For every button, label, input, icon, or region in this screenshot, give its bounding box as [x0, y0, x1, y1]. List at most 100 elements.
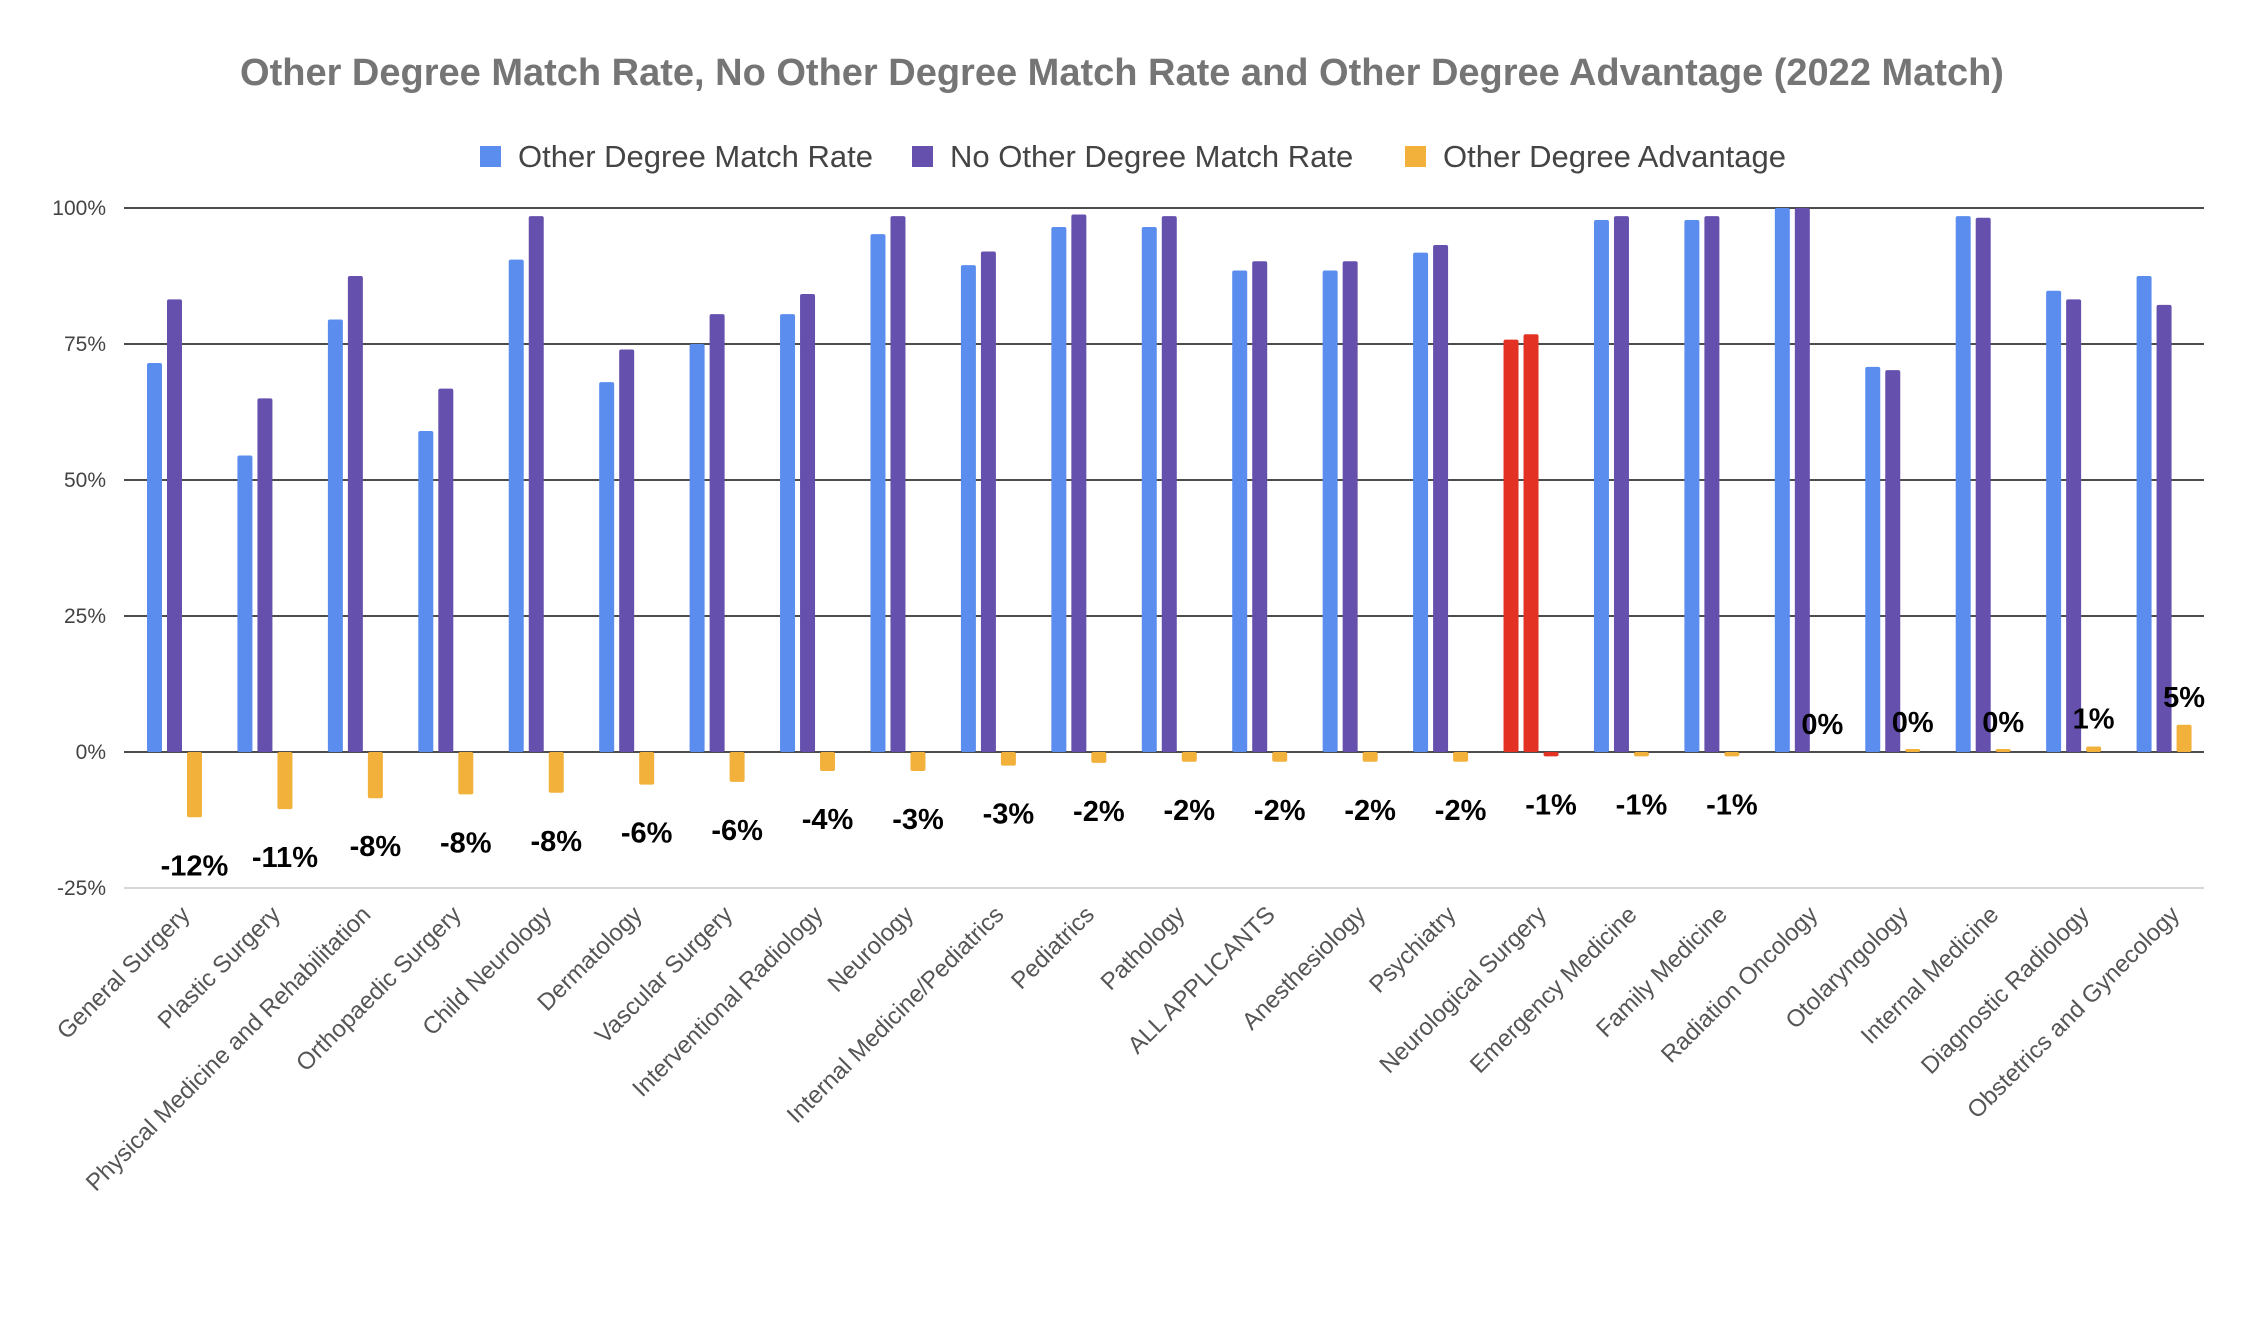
bar: [639, 752, 655, 785]
bar: [800, 293, 816, 752]
bar: [689, 344, 705, 752]
y-tick-label: 75%: [64, 333, 106, 356]
bar: [820, 752, 836, 772]
bar: [1272, 752, 1288, 762]
data-label: 0%: [1892, 707, 1934, 739]
data-label: -2%: [1073, 796, 1125, 828]
y-tick-label: 25%: [64, 605, 106, 628]
bar: [599, 382, 615, 752]
data-label: -1%: [1525, 789, 1577, 821]
y-tick-label: 50%: [64, 469, 106, 492]
category-label: Diagnostic Radiology: [1916, 901, 2095, 1080]
legend-swatch: [1405, 146, 1426, 167]
bar: [2156, 304, 2172, 752]
bar: [2046, 290, 2062, 752]
category-label: Orthopaedic Surgery: [291, 901, 467, 1077]
bar: [960, 265, 976, 752]
bar: [1955, 216, 1971, 752]
bar: [980, 251, 996, 752]
legend-label: Other Degree Match Rate: [518, 139, 873, 174]
bar: [1613, 216, 1629, 752]
bars: [147, 208, 2192, 818]
bar: [347, 276, 363, 752]
bar: [1342, 261, 1358, 752]
bar: [1523, 334, 1539, 752]
data-label: -6%: [621, 818, 673, 850]
bar: [1975, 217, 1991, 753]
data-label: -6%: [711, 815, 763, 847]
data-label: -8%: [350, 831, 402, 863]
data-label: -2%: [1435, 795, 1487, 827]
bar: [277, 752, 293, 810]
bar: [1684, 219, 1700, 752]
bar: [418, 431, 434, 752]
bar: [2136, 276, 2152, 752]
y-tick-label: 0%: [76, 741, 106, 764]
bar: [237, 455, 253, 752]
data-label: -2%: [1254, 795, 1306, 827]
category-label: Psychiatry: [1364, 901, 1461, 998]
bar: [2176, 724, 2192, 752]
bar: [1724, 752, 1740, 757]
bar: [1995, 749, 2011, 752]
bar: [548, 752, 564, 793]
data-label: 5%: [2163, 682, 2205, 714]
data-label: -8%: [440, 827, 492, 859]
data-label: 1%: [2073, 704, 2115, 736]
data-label: -2%: [1344, 795, 1396, 827]
data-label: 0%: [1982, 707, 2024, 739]
bar: [458, 752, 474, 795]
category-label: Neurology: [822, 901, 918, 997]
bar: [910, 752, 926, 772]
bar: [1503, 339, 1519, 752]
bar: [1362, 752, 1378, 762]
category-label: Radiation Oncology: [1656, 901, 1823, 1068]
bar: [1885, 370, 1901, 752]
bar: [1252, 261, 1268, 752]
bar: [1593, 219, 1609, 752]
bar: [257, 398, 273, 752]
bar: [1091, 752, 1107, 763]
bar: [147, 363, 162, 752]
data-label: -8%: [530, 826, 582, 858]
bar: [1704, 216, 1720, 752]
bar: [367, 752, 383, 799]
bar: [709, 314, 725, 752]
bar: [1543, 752, 1559, 757]
data-label: -4%: [802, 804, 854, 836]
bar: [1071, 214, 1087, 752]
data-label: -1%: [1616, 789, 1668, 821]
bar: [1453, 752, 1469, 762]
bar: [327, 319, 343, 752]
category-label: Interventional Radiology: [627, 901, 828, 1102]
data-label: -11%: [252, 842, 318, 874]
bar: [1633, 752, 1649, 757]
bar: [890, 216, 906, 752]
bar: [1413, 252, 1429, 752]
bar: [167, 299, 182, 752]
y-tick-label: -25%: [57, 877, 106, 900]
bar: [1181, 752, 1197, 762]
bar: [2086, 746, 2102, 752]
bar: [729, 752, 745, 782]
y-tick-label: 100%: [52, 197, 106, 220]
bar: [1433, 244, 1449, 752]
category-label: Pathology: [1096, 901, 1191, 996]
bar: [870, 234, 886, 752]
category-label: Pediatrics: [1006, 901, 1100, 995]
category-label: Emergency Medicine: [1465, 901, 1643, 1079]
bar: [438, 388, 454, 752]
bar: [2066, 299, 2082, 752]
data-label: -12%: [161, 850, 229, 882]
bar: [528, 216, 544, 752]
legend-swatch: [480, 146, 501, 167]
bar: [780, 314, 796, 752]
data-label: -2%: [1163, 795, 1215, 827]
bar: [187, 752, 202, 818]
bar: [1774, 208, 1790, 752]
bar: [1141, 227, 1157, 753]
data-labels: -12% -11% -8% -8% -8% -6% -6% -4% -3% -3% -2% -2% -2…: [161, 682, 2206, 882]
bar: [1905, 749, 1921, 752]
